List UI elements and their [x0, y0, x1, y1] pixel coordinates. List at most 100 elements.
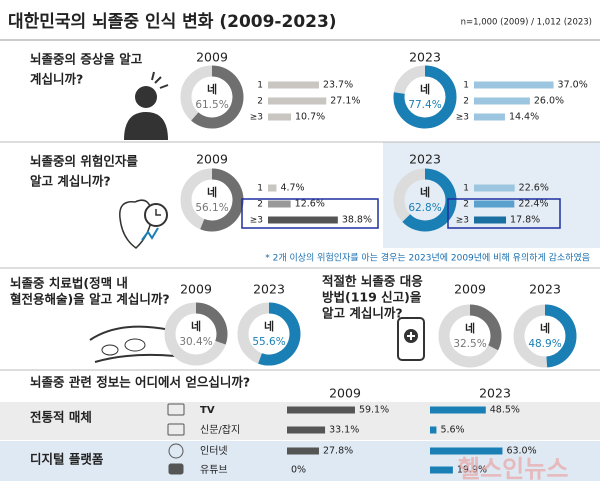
- bar: [268, 184, 277, 192]
- group-name: 디지털 플랫폼: [30, 452, 104, 467]
- bar-value-label: 17.8%: [510, 215, 540, 226]
- donut-yes-text: 네: [207, 82, 217, 96]
- bar: [268, 200, 291, 208]
- bar-value-label: 59.1%: [359, 405, 389, 416]
- question: 계십니까?: [30, 72, 83, 87]
- bar: [287, 426, 326, 434]
- count-level: ≥3: [250, 216, 263, 226]
- donut-arc: [544, 304, 577, 368]
- bar: [268, 81, 319, 89]
- bar: [474, 184, 515, 192]
- item-name: 유튜브: [200, 464, 228, 476]
- bar-value-label: 27.8%: [323, 446, 353, 457]
- donut-value-label: 56.1%: [195, 202, 228, 214]
- donut-arc: [393, 65, 457, 129]
- bar-value-label: 10.7%: [295, 112, 325, 123]
- count-level: 1: [463, 184, 469, 194]
- count-level: 1: [257, 184, 263, 194]
- donut-value-label: 32.5%: [453, 338, 486, 350]
- question: 뇌졸중 치료법(정맥 내: [10, 276, 128, 291]
- bar-value-label: 33.1%: [329, 425, 359, 436]
- bar-value-label: 23.7%: [323, 80, 353, 91]
- bar: [474, 216, 507, 224]
- bar: [287, 406, 355, 414]
- bar: [430, 466, 453, 474]
- group-name: 전통적 매체: [30, 410, 92, 425]
- year-label: 2023: [253, 282, 285, 297]
- year-label: 2023: [409, 152, 441, 167]
- donut-arc: [200, 168, 244, 232]
- question: 혈전용해술)을 알고 계십니까?: [10, 292, 170, 307]
- bar-value-label: 22.4%: [518, 199, 548, 210]
- donut-value-label: 62.8%: [408, 202, 441, 214]
- donut-yes-text: 네: [420, 185, 430, 199]
- item-name: 신문/잡지: [200, 424, 240, 436]
- count-level: 1: [463, 81, 469, 91]
- year-label: 2023: [479, 386, 511, 401]
- bar: [474, 200, 515, 208]
- donut-yes-text: 네: [207, 185, 217, 199]
- bar: [268, 216, 338, 224]
- donut-value-label: 30.4%: [179, 336, 212, 348]
- donut-arc: [258, 302, 301, 366]
- person-icon: [124, 71, 169, 140]
- count-level: 1: [257, 81, 263, 91]
- bar: [430, 447, 503, 455]
- question: 방법(119 신고)을: [322, 290, 422, 305]
- bar-value-label: 38.8%: [342, 215, 372, 226]
- bar-value-label: 0%: [291, 465, 306, 476]
- bar-value-label: 27.1%: [330, 96, 360, 107]
- donut-yes-text: 네: [465, 321, 475, 335]
- count-level: 2: [463, 97, 469, 107]
- year-label: 2023: [409, 50, 441, 65]
- donut-value-label: 48.9%: [528, 338, 561, 350]
- year-label: 2009: [196, 152, 228, 167]
- vessel-icon: [89, 325, 176, 363]
- year-label: 2009: [196, 50, 228, 65]
- donut-value-label: 77.4%: [408, 99, 441, 111]
- donut-yes-text: 네: [191, 319, 201, 333]
- donut-arc: [469, 304, 502, 351]
- question: 적절한 뇌졸중 대응: [322, 274, 423, 289]
- donut-yes-text: 네: [420, 82, 430, 96]
- bar-value-label: 12.6%: [295, 199, 325, 210]
- bar-value-label: 48.5%: [490, 405, 520, 416]
- year-label: 2009: [180, 282, 212, 297]
- donut-arc: [191, 65, 244, 129]
- donut-yes-text: 네: [264, 319, 274, 333]
- bar-value-label: 19.9%: [457, 465, 487, 476]
- bar: [430, 406, 486, 414]
- year-label: 2009: [329, 386, 361, 401]
- heart-clock-icon: [119, 199, 168, 249]
- bar: [268, 113, 292, 121]
- count-level: 2: [257, 97, 263, 107]
- bar-value-label: 22.6%: [519, 183, 549, 194]
- count-level: ≥3: [250, 113, 263, 123]
- count-level: 2: [463, 200, 469, 210]
- bar-value-label: 5.6%: [440, 425, 464, 436]
- donut-value-label: 55.6%: [252, 336, 285, 348]
- bar: [287, 447, 319, 455]
- item-name: 인터넷: [200, 445, 228, 457]
- bar: [474, 97, 530, 105]
- bar: [474, 113, 505, 121]
- footnote: * 2개 이상의 위험인자를 아는 경우는 2023년에 2009년에 비해 유…: [265, 252, 590, 264]
- sample-note: n=1,000 (2009) / 1,012 (2023): [461, 18, 592, 28]
- bar: [474, 81, 554, 89]
- year-label: 2023: [529, 282, 561, 297]
- highlight-box: [241, 198, 379, 229]
- bar-value-label: 4.7%: [280, 183, 304, 194]
- source-icons: [167, 403, 185, 475]
- question: 알고 계십니까?: [30, 174, 111, 189]
- bar-value-label: 63.0%: [506, 446, 536, 457]
- highlight-box: [447, 198, 561, 229]
- count-level: 2: [257, 200, 263, 210]
- watermark: 헬스인뉴스: [458, 455, 568, 483]
- question: 뇌졸중의 위험인자를: [30, 154, 138, 169]
- title: 대한민국의 뇌졸중 인식 변화 (2009-2023): [8, 12, 337, 32]
- year-label: 2009: [454, 282, 486, 297]
- bar-value-label: 14.4%: [509, 112, 539, 123]
- sources-question: 뇌졸중 관련 정보는 어디에서 얻으십니까?: [30, 375, 250, 390]
- bar-value-label: 37.0%: [558, 80, 588, 91]
